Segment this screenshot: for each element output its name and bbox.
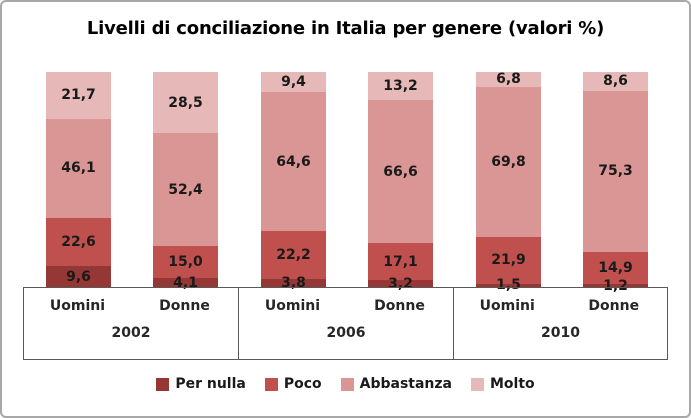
year-label: 2006 xyxy=(326,325,366,341)
segment-value-label: 66,6 xyxy=(383,163,418,180)
legend-swatch-icon xyxy=(156,377,170,391)
legend-item: Poco xyxy=(264,376,322,392)
legend-swatch-icon xyxy=(471,377,484,391)
category-label: Donne xyxy=(159,298,210,314)
segment-value-label: 75,3 xyxy=(598,163,633,180)
bar-segment: 15,0 xyxy=(153,245,218,279)
segment-value-label: 64,6 xyxy=(276,153,311,170)
bar-segment: 28,5 xyxy=(153,72,218,134)
segment-value-label: 22,2 xyxy=(276,246,311,263)
legend-label: Per nulla xyxy=(175,376,246,392)
bar-group: 1,5 21,9 69,8 6,8 1,2 14,9 75,3 8,6 xyxy=(453,72,668,293)
segment-value-label: 22,6 xyxy=(61,234,96,251)
bar-segment: 14,9 xyxy=(583,252,648,285)
bar-segment: 1,5 xyxy=(476,278,541,292)
bar-group: 3,8 22,2 64,6 9,4 3,2 17,1 66,6 13,2 xyxy=(238,72,453,291)
category-label: Uomini xyxy=(49,298,106,314)
legend-swatch-icon xyxy=(264,377,278,391)
legend-label: Molto xyxy=(490,376,535,392)
category-group: Uomini Donne 2010 xyxy=(453,288,668,359)
chart-title: Livelli di conciliazione in Italia per g… xyxy=(86,18,605,39)
segment-value-label: 28,5 xyxy=(168,94,203,111)
stacked-bar: 3,8 22,2 64,6 9,4 xyxy=(261,72,326,291)
category-label: Uomini xyxy=(479,298,535,314)
year-label: 2010 xyxy=(541,325,580,341)
segment-value-label: 46,1 xyxy=(61,160,96,177)
category-group: Uomini Donne 2002 xyxy=(23,288,238,359)
legend-swatch-icon xyxy=(340,377,354,391)
bar-segment: 9,6 xyxy=(46,266,111,287)
plot-area: 9,6 22,6 46,1 21,7 4,1 15,0 52,4 28,5 3,8 22,2 64,… xyxy=(23,72,668,293)
stacked-bar: 9,6 22,6 46,1 21,7 xyxy=(46,72,111,287)
legend-label: Poco xyxy=(283,376,322,392)
bar-segment: 6,8 xyxy=(476,72,541,87)
bar-segment: 13,2 xyxy=(368,72,433,101)
segment-value-label: 3,8 xyxy=(281,274,306,291)
legend-label: Abbastanza xyxy=(359,376,452,392)
bar-segment: 21,7 xyxy=(46,72,111,119)
legend-item: Molto xyxy=(471,376,535,392)
segment-value-label: 9,6 xyxy=(66,268,91,285)
legend-item: Abbastanza xyxy=(340,376,452,392)
segment-value-label: 21,9 xyxy=(491,252,526,269)
bar-segment: 4,1 xyxy=(153,274,218,291)
bar-segment: 52,4 xyxy=(153,133,218,246)
bar-segment: 46,1 xyxy=(46,118,111,218)
bar-group: 9,6 22,6 46,1 21,7 4,1 15,0 52,4 28,5 xyxy=(23,72,238,291)
stacked-bar: 3,2 17,1 66,6 13,2 xyxy=(368,72,433,291)
legend: Per nulla Poco Abbastanza Molto xyxy=(2,376,689,392)
bar-segment: 64,6 xyxy=(261,92,326,232)
segment-value-label: 69,8 xyxy=(491,153,526,170)
bar-segment: 3,8 xyxy=(261,274,326,291)
bar-segment: 22,2 xyxy=(261,231,326,279)
bar-segment: 22,6 xyxy=(46,217,111,267)
category-row: Uomini Donne xyxy=(24,298,238,314)
category-row: Uomini Donne xyxy=(454,298,667,314)
segment-value-label: 21,7 xyxy=(61,87,96,104)
bar-segment: 1,2 xyxy=(583,279,648,293)
segment-value-label: 9,4 xyxy=(281,74,306,91)
segment-value-label: 13,2 xyxy=(383,78,418,95)
legend-item: Per nulla xyxy=(156,376,246,392)
bar-segment: 69,8 xyxy=(476,86,541,237)
segment-value-label: 14,9 xyxy=(598,260,633,277)
segment-value-label: 8,6 xyxy=(603,73,628,90)
bar-segment: 66,6 xyxy=(368,100,433,244)
segment-value-label: 1,5 xyxy=(496,277,521,294)
category-label: Donne xyxy=(374,298,425,314)
bar-segment: 75,3 xyxy=(583,90,648,253)
segment-value-label: 6,8 xyxy=(496,71,521,88)
bar-segment: 17,1 xyxy=(368,243,433,281)
category-group: Uomini Donne 2006 xyxy=(238,288,453,359)
stacked-bar: 4,1 15,0 52,4 28,5 xyxy=(153,72,218,291)
bar-segment: 8,6 xyxy=(583,72,648,91)
category-row: Uomini Donne xyxy=(239,298,453,314)
stacked-bar: 1,2 14,9 75,3 8,6 xyxy=(583,72,648,293)
stacked-bar: 1,5 21,9 69,8 6,8 xyxy=(476,72,541,292)
segment-value-label: 4,1 xyxy=(173,274,198,291)
category-label: Donne xyxy=(588,298,640,314)
category-axis: Uomini Donne 2002 Uomini Donne 2006 Uomini Donn… xyxy=(23,287,668,360)
segment-value-label: 52,4 xyxy=(168,181,203,198)
bar-segment: 3,2 xyxy=(368,277,433,291)
segment-value-label: 1,2 xyxy=(603,277,628,294)
year-label: 2002 xyxy=(111,325,151,341)
segment-value-label: 17,1 xyxy=(383,253,418,270)
segment-value-label: 15,0 xyxy=(168,254,203,271)
category-label: Uomini xyxy=(264,298,321,314)
bar-segment: 9,4 xyxy=(261,72,326,93)
bar-segment: 21,9 xyxy=(476,236,541,284)
